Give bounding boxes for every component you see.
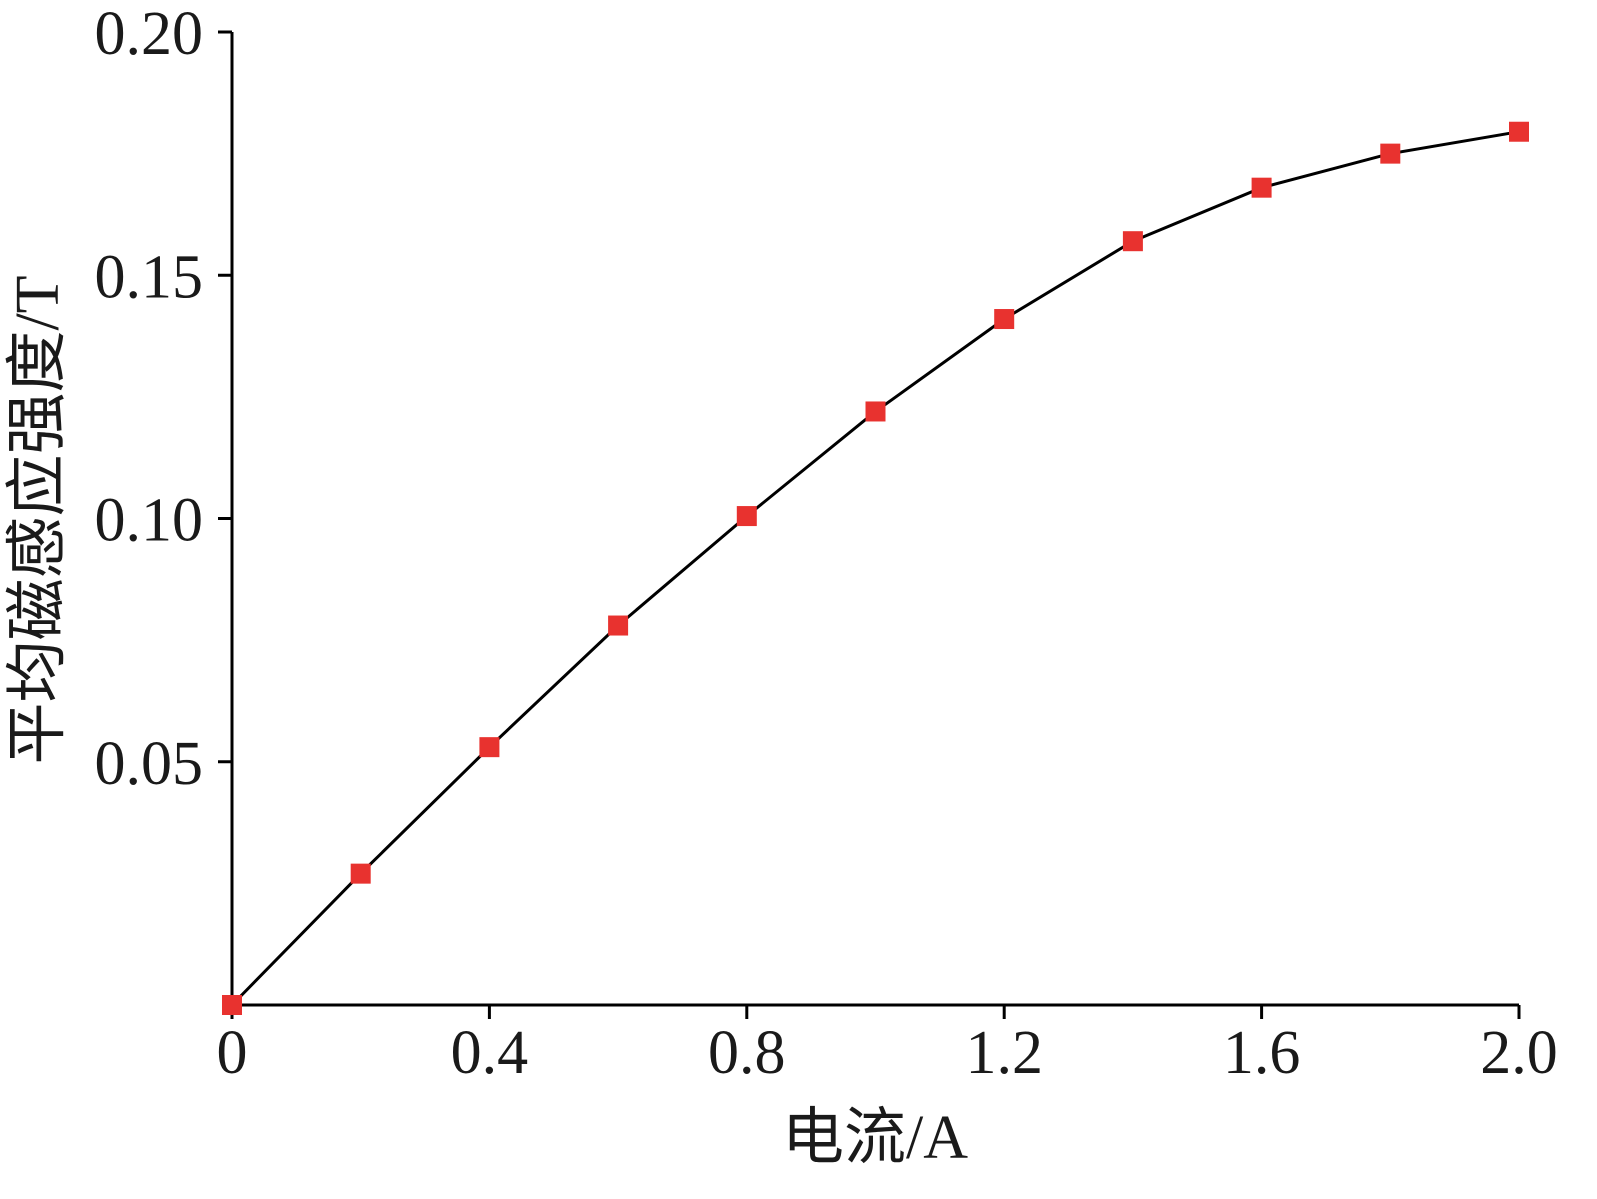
x-tick-label: 1.2 — [965, 1019, 1043, 1087]
data-point-marker — [736, 506, 757, 527]
data-point-marker — [865, 401, 886, 422]
data-point-marker — [1509, 121, 1529, 142]
axes — [230, 32, 1519, 1007]
x-tick-label: 0.4 — [451, 1019, 529, 1087]
data-point-marker — [994, 309, 1015, 330]
x-tick-label: 0 — [217, 1019, 248, 1087]
y-tick-label: 0.10 — [95, 487, 204, 555]
data-point-marker — [479, 737, 500, 758]
x-ticks: 0 0.4 0.8 1.2 1.6 2.0 — [217, 1005, 1558, 1087]
series-line — [230, 130, 1520, 1007]
y-tick-label: 0.20 — [95, 0, 204, 68]
markers — [222, 121, 1529, 1015]
x-axis-title: 电流/A — [782, 1104, 968, 1172]
x-tick-label: 0.8 — [708, 1019, 786, 1087]
series-line-group — [230, 130, 1520, 1007]
data-point-marker — [222, 995, 242, 1015]
y-tick-label: 0.05 — [95, 730, 204, 798]
x-tick-label: 2.0 — [1480, 1019, 1558, 1087]
data-point-marker — [1380, 143, 1401, 164]
data-point-marker — [1251, 177, 1272, 198]
y-tick-label: 0.15 — [95, 243, 204, 311]
data-point-marker — [608, 615, 629, 636]
data-point-marker — [350, 863, 371, 884]
data-point-marker — [1122, 231, 1143, 252]
y-ticks: 0.05 0.10 0.15 0.20 — [95, 0, 232, 798]
y-axis-title: 平均磁感应强度/T — [4, 275, 72, 764]
x-tick-label: 1.6 — [1223, 1019, 1301, 1087]
